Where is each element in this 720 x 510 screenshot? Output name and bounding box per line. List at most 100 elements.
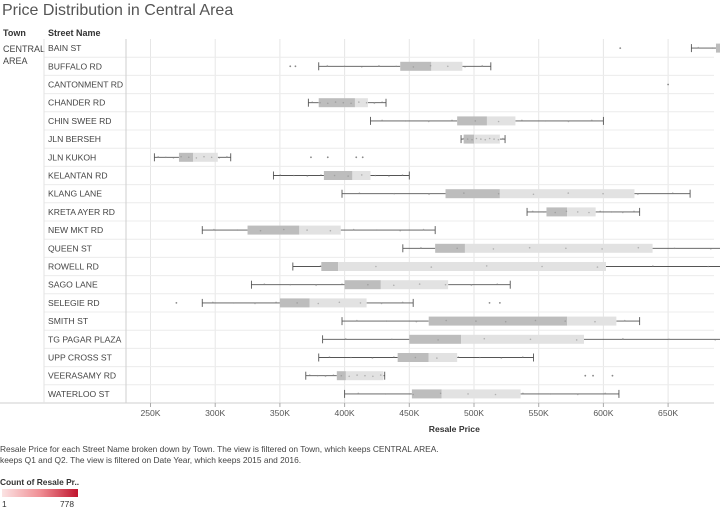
data-point	[212, 301, 214, 304]
outlier-point	[175, 302, 178, 304]
data-point	[521, 356, 524, 358]
data-point	[488, 137, 491, 140]
box-lower-half	[409, 334, 462, 344]
data-point	[594, 320, 596, 323]
data-point	[157, 155, 159, 158]
data-point	[554, 211, 556, 214]
box-upper-half	[464, 243, 653, 253]
data-point	[444, 283, 447, 286]
data-point	[637, 246, 640, 249]
data-point	[418, 283, 421, 285]
data-point	[456, 247, 458, 250]
data-point	[372, 375, 374, 378]
street-label: VEERASAMY RD	[48, 371, 116, 381]
box-upper-half	[193, 152, 218, 162]
data-point	[567, 120, 570, 123]
box-upper-half	[354, 98, 368, 108]
data-point	[427, 120, 430, 123]
data-point	[565, 210, 568, 213]
data-point	[391, 338, 393, 341]
data-point	[429, 64, 432, 67]
box-lower-half	[323, 171, 353, 180]
data-point	[165, 156, 167, 159]
x-tick-label: 600K	[593, 408, 613, 418]
data-point	[575, 339, 578, 341]
data-point	[350, 356, 352, 359]
street-label: ROWELL RD	[48, 262, 99, 272]
data-point	[326, 64, 329, 67]
box-lower-half	[435, 243, 465, 253]
street-label: CHANDER RD	[48, 98, 105, 108]
data-point	[236, 229, 238, 231]
box-lower-half	[546, 207, 568, 217]
box-plot-chart: BAIN ST BUFFALO RD CANTONMENT RD CHANDER RD…	[0, 39, 720, 434]
data-point	[393, 192, 396, 195]
data-point	[633, 210, 635, 213]
outlier-point	[488, 302, 491, 304]
street-label: QUEEN ST	[48, 243, 93, 253]
data-point	[233, 302, 235, 304]
box-lower-half	[397, 353, 429, 362]
data-point	[319, 101, 321, 104]
street-label: BAIN ST	[48, 43, 82, 53]
data-point	[588, 211, 590, 214]
data-point	[467, 393, 469, 395]
data-point	[376, 229, 378, 231]
data-point	[671, 192, 674, 194]
legend-title: Count of Resale Pr..	[0, 477, 80, 487]
box-lower-half	[463, 134, 474, 144]
data-point	[707, 265, 710, 268]
data-point	[446, 65, 449, 68]
data-point	[334, 101, 337, 103]
data-point	[213, 228, 215, 231]
data-point	[374, 174, 377, 177]
data-point	[195, 157, 198, 159]
data-point	[384, 393, 387, 395]
data-point	[333, 174, 336, 177]
street-label: CHIN SWEE RD	[48, 116, 112, 126]
outlier-point	[289, 65, 292, 68]
data-point	[308, 374, 311, 376]
data-point	[543, 211, 545, 213]
data-point	[344, 337, 347, 340]
data-point	[479, 356, 481, 359]
data-point	[522, 392, 524, 395]
data-point	[316, 374, 319, 377]
data-point	[623, 319, 626, 322]
data-point	[326, 102, 329, 105]
data-point	[497, 192, 500, 195]
data-point	[315, 284, 317, 287]
data-point	[565, 247, 567, 250]
box-lower-half	[247, 225, 300, 235]
data-point	[457, 356, 460, 358]
box-lower-half	[318, 98, 355, 108]
data-point	[474, 120, 477, 122]
data-point	[360, 66, 363, 68]
data-point	[415, 320, 418, 323]
outlier-point	[584, 374, 587, 377]
data-point	[328, 356, 331, 358]
box-lower-half	[400, 61, 432, 71]
data-point	[451, 119, 453, 122]
box-upper-half	[428, 353, 458, 362]
data-point	[622, 337, 624, 340]
data-point	[481, 64, 484, 67]
box-upper-half	[309, 298, 367, 308]
data-point	[714, 339, 717, 341]
box-lower-half	[428, 316, 568, 326]
data-point	[531, 210, 534, 213]
box-lower-half	[178, 152, 194, 162]
data-point	[430, 266, 433, 268]
data-point	[420, 246, 422, 249]
x-tick-label: 500K	[464, 408, 484, 418]
data-point	[673, 247, 676, 250]
data-point	[375, 265, 377, 268]
street-label: UPP CROSS ST	[48, 353, 113, 363]
x-tick-label: 350K	[270, 408, 290, 418]
data-point	[275, 301, 277, 304]
header-town: Town	[3, 28, 26, 38]
data-point	[360, 174, 363, 176]
data-point	[282, 228, 285, 231]
box-lower-half	[445, 189, 500, 199]
data-point	[601, 248, 603, 250]
